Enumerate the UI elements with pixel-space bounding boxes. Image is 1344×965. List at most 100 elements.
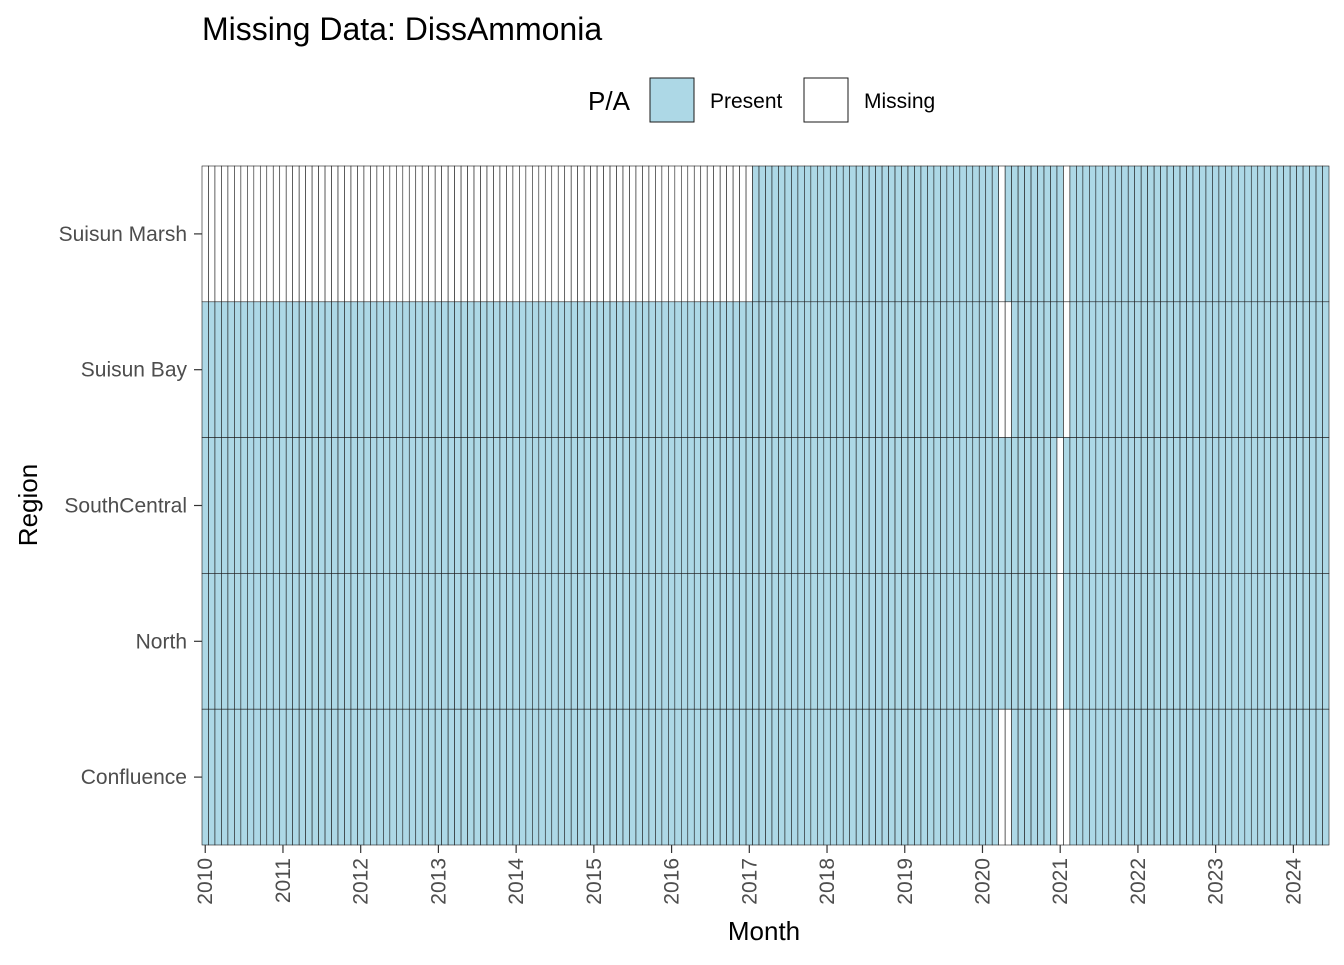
y-axis-title: Region [13, 464, 43, 546]
heatmap-cell [1037, 165, 1045, 303]
heatmap-cell [1238, 301, 1246, 438]
heatmap-cell [460, 708, 468, 846]
heatmap-cell [706, 437, 714, 574]
heatmap-cell [247, 708, 255, 846]
heatmap-cell [965, 573, 974, 710]
heatmap-cell [693, 708, 702, 846]
heatmap-cell [894, 437, 902, 574]
heatmap-cell [227, 165, 235, 303]
heatmap-cell [959, 708, 967, 846]
heatmap-cell [1114, 708, 1123, 846]
heatmap-cell [739, 301, 747, 438]
heatmap-cell [499, 165, 507, 303]
heatmap-cell [745, 301, 753, 438]
heatmap-cell [1244, 301, 1252, 438]
heatmap-cell [739, 573, 747, 710]
heatmap-cell [745, 165, 753, 303]
heatmap-cell [622, 573, 630, 710]
heatmap-cell [778, 573, 786, 710]
heatmap-cell [1276, 165, 1284, 303]
heatmap-cell [1173, 437, 1181, 574]
heatmap-cell [713, 573, 721, 710]
heatmap-cell [1257, 708, 1265, 846]
heatmap-cell [972, 165, 980, 303]
heatmap-cell [1102, 708, 1110, 846]
heatmap-cell [739, 708, 747, 846]
heatmap-cell [1043, 708, 1051, 846]
heatmap-cell [428, 165, 436, 303]
heatmap-cell [551, 573, 559, 710]
heatmap-cell [991, 437, 999, 574]
heatmap-cell [1024, 437, 1032, 574]
heatmap-cell [1186, 708, 1194, 846]
heatmap-cell [868, 301, 876, 438]
heatmap-cell [1315, 301, 1323, 438]
heatmap-cell [305, 573, 313, 710]
heatmap-cell [1082, 165, 1090, 303]
y-axis: Suisun Marsh Suisun Bay SouthCentral North C… [59, 223, 202, 789]
heatmap-cell [240, 437, 248, 574]
heatmap-cell [544, 708, 553, 846]
heatmap-cell [933, 301, 941, 438]
heatmap-cell [370, 165, 378, 303]
heatmap-cell [1218, 301, 1226, 438]
heatmap-cell [447, 708, 455, 846]
heatmap-cell [849, 165, 857, 303]
heatmap-cell [927, 437, 935, 574]
heatmap-cell [1095, 708, 1103, 846]
heatmap-cell [493, 437, 501, 574]
heatmap-cell [544, 165, 553, 303]
heatmap-cell [499, 573, 507, 710]
heatmap-cell [370, 573, 378, 710]
heatmap-cell [1315, 437, 1323, 574]
heatmap-cell [940, 708, 948, 846]
heatmap-cell [557, 165, 566, 303]
heatmap-cell [512, 437, 520, 574]
heatmap-cell [668, 437, 676, 574]
heatmap-cell [408, 301, 417, 438]
heatmap-cell [791, 165, 799, 303]
x-axis: 2010 2011 2012 2013 2014 2015 2016 2017 2018 2019… [194, 845, 1305, 905]
heatmap-cell [829, 437, 838, 574]
heatmap-cell [1315, 708, 1323, 846]
legend-label-missing: Missing [864, 90, 935, 113]
heatmap-cell [253, 165, 261, 303]
heatmap-cell [719, 573, 727, 710]
heatmap-cell [577, 708, 585, 846]
heatmap-cell [1134, 301, 1142, 438]
heatmap-cell [758, 165, 766, 303]
heatmap-cell [868, 708, 876, 846]
heatmap-cell [959, 165, 967, 303]
heatmap-cell [538, 708, 546, 846]
heatmap-cell [1024, 301, 1032, 438]
heatmap-cell [1063, 165, 1071, 303]
heatmap-cell [337, 708, 345, 846]
heatmap-cell [616, 708, 624, 846]
heatmap-cell [227, 437, 235, 574]
heatmap-cell [732, 708, 740, 846]
heatmap-cell [927, 573, 935, 710]
heatmap-cell [959, 573, 967, 710]
heatmap-cell [1309, 301, 1317, 438]
heatmap-cell [396, 708, 404, 846]
heatmap-cell [408, 437, 417, 574]
heatmap-cell [1108, 165, 1116, 303]
heatmap-cell [1076, 165, 1084, 303]
heatmap-cell [642, 573, 650, 710]
heatmap-cell [1140, 573, 1148, 710]
heatmap-cell [603, 437, 611, 574]
heatmap-cell [538, 301, 546, 438]
heatmap-cell [713, 301, 721, 438]
heatmap-cell [1050, 437, 1058, 574]
heatmap-cell [1322, 437, 1330, 574]
y-tick-label: Suisun Marsh [59, 223, 187, 246]
heatmap-cell [298, 708, 306, 846]
heatmap-cell [590, 165, 598, 303]
heatmap-cell [829, 165, 838, 303]
heatmap-cell [1270, 165, 1278, 303]
heatmap-cell [1199, 437, 1207, 574]
heatmap-cell [402, 573, 410, 710]
heatmap-cell [1024, 165, 1032, 303]
heatmap-cell [823, 437, 831, 574]
heatmap-cell [745, 437, 753, 574]
